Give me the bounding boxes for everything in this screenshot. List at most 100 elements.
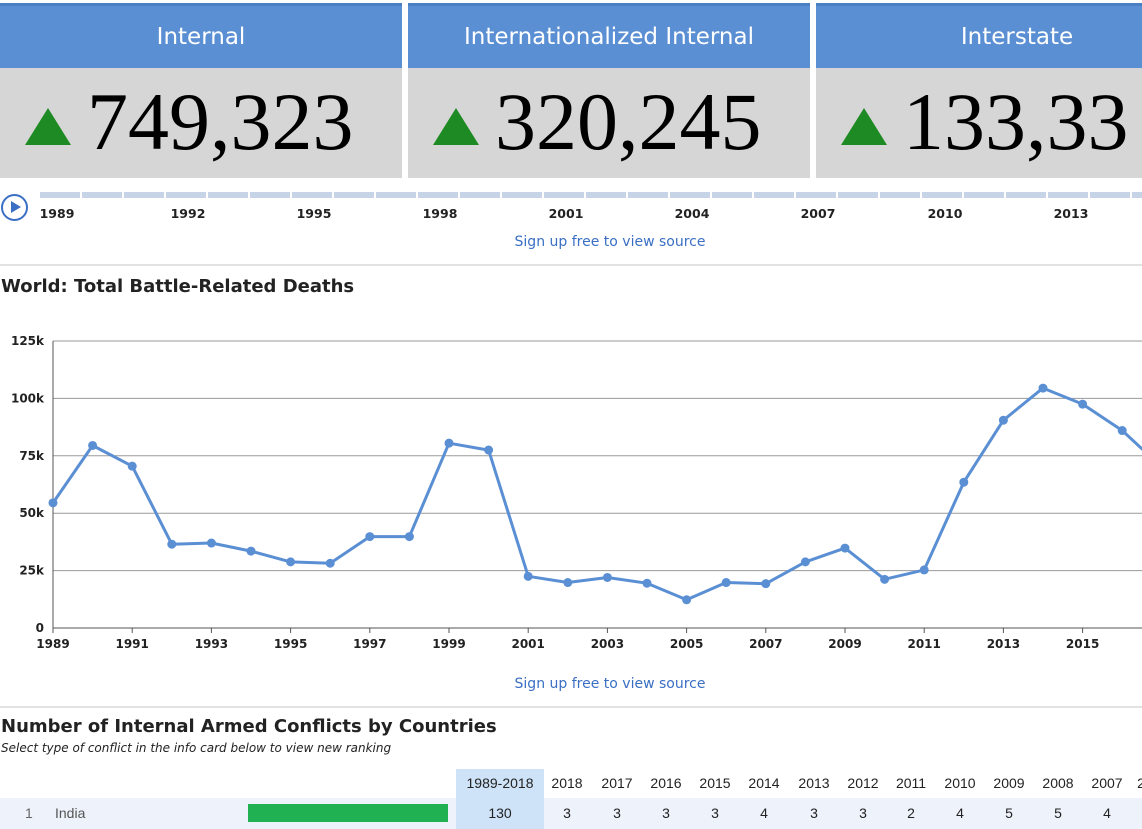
timeline-segment[interactable]: [880, 192, 920, 198]
timeline-segment[interactable]: [670, 192, 710, 198]
timeline-year[interactable]: 2001: [548, 206, 584, 221]
source-link[interactable]: Sign up free to view source: [514, 234, 706, 250]
timeline-segment[interactable]: [418, 192, 458, 198]
timeline-year-labels: 1989 1992 1995 1998 2001 2004 2007 2010 …: [0, 206, 1142, 224]
column-header[interactable]: 2017: [601, 775, 633, 791]
timeline-segment[interactable]: [460, 192, 500, 198]
column-header[interactable]: 2011: [895, 775, 927, 791]
table-cell: 3: [711, 805, 719, 821]
timeline-segment[interactable]: [334, 192, 374, 198]
column-header[interactable]: 2013: [798, 775, 830, 791]
country-name[interactable]: India: [55, 805, 86, 821]
column-header[interactable]: 2016: [650, 775, 682, 791]
timeline-slider[interactable]: [40, 192, 1142, 198]
column-header[interactable]: 2014: [748, 775, 780, 791]
column-header[interactable]: 2010: [944, 775, 976, 791]
data-point: [800, 557, 810, 567]
up-triangle-icon: [25, 108, 71, 145]
stat-card-internationalized-internal[interactable]: Internationalized Internal 320,245: [408, 3, 810, 178]
rank-number: 1: [25, 805, 33, 821]
table-cell: 4: [956, 805, 964, 821]
timeline-segment[interactable]: [250, 192, 290, 198]
timeline-segment[interactable]: [754, 192, 794, 198]
stat-card-interstate[interactable]: Interstate 133,33: [816, 3, 1142, 178]
timeline-segment[interactable]: [208, 192, 248, 198]
table-row[interactable]: 1 India 130 3 3 3 3 4 3 3 2 4 5 5 4: [0, 798, 1142, 829]
data-point: [840, 543, 850, 553]
x-tick-label: 1993: [195, 637, 228, 651]
data-point: [919, 565, 929, 575]
timeline-segment[interactable]: [166, 192, 206, 198]
data-point: [1078, 399, 1088, 409]
data-point: [761, 579, 771, 589]
x-tick-label: 2003: [591, 637, 624, 651]
timeline-segment[interactable]: [544, 192, 584, 198]
timeline-year[interactable]: 2013: [1053, 206, 1089, 221]
stat-card-value: 133,33: [903, 76, 1129, 167]
table-cell: 3: [859, 805, 867, 821]
timeline-segment[interactable]: [1132, 192, 1142, 198]
x-tick-label: 1997: [353, 637, 386, 651]
timeline-year[interactable]: 2007: [800, 206, 836, 221]
timeline-segment[interactable]: [586, 192, 626, 198]
column-header[interactable]: 1989-2018: [466, 775, 534, 791]
timeline-segment[interactable]: [712, 192, 752, 198]
data-point: [127, 461, 137, 471]
timeline-segment[interactable]: [502, 192, 542, 198]
data-point: [563, 578, 573, 588]
column-header[interactable]: 2009: [993, 775, 1025, 791]
stat-card-internal[interactable]: Internal 749,323: [0, 3, 402, 178]
x-tick-label: 2015: [1066, 637, 1099, 651]
data-point: [721, 578, 731, 588]
up-triangle-icon: [841, 108, 887, 145]
data-point: [642, 578, 652, 588]
timeline-segment[interactable]: [838, 192, 878, 198]
timeline-year[interactable]: 1998: [422, 206, 458, 221]
selected-column-highlight: [456, 769, 544, 798]
timeline-segment[interactable]: [376, 192, 416, 198]
column-header[interactable]: 2015: [699, 775, 731, 791]
timeline-segment[interactable]: [82, 192, 122, 198]
ranking-title: Number of Internal Armed Conflicts by Co…: [1, 716, 497, 737]
source-link[interactable]: Sign up free to view source: [514, 676, 706, 692]
x-tick-label: 2013: [987, 637, 1020, 651]
x-tick-label: 2001: [511, 637, 544, 651]
timeline-year[interactable]: 1992: [170, 206, 206, 221]
column-header[interactable]: 2008: [1042, 775, 1074, 791]
column-header[interactable]: 2: [1137, 775, 1142, 791]
data-point: [167, 539, 177, 549]
timeline-segment[interactable]: [124, 192, 164, 198]
timeline-segment[interactable]: [922, 192, 962, 198]
divider: [0, 264, 1142, 266]
y-tick-label: 25k: [19, 564, 45, 578]
column-header[interactable]: 2007: [1091, 775, 1123, 791]
data-point: [1038, 383, 1048, 393]
timeline-segment[interactable]: [1090, 192, 1130, 198]
timeline-year[interactable]: 2010: [927, 206, 963, 221]
data-point: [325, 558, 335, 568]
timeline-segment[interactable]: [796, 192, 836, 198]
timeline-segment[interactable]: [1048, 192, 1088, 198]
timeline-segment[interactable]: [964, 192, 1004, 198]
timeline-segment[interactable]: [1006, 192, 1046, 198]
data-point: [998, 415, 1008, 425]
y-tick-label: 75k: [19, 449, 45, 463]
data-point: [246, 546, 256, 556]
x-tick-label: 2009: [828, 637, 861, 651]
play-circle-icon[interactable]: [1, 194, 28, 221]
data-point: [286, 557, 296, 567]
timeline-year[interactable]: 1989: [39, 206, 75, 221]
rank-bar: [248, 804, 448, 822]
table-cell: 3: [810, 805, 818, 821]
timeline-segment[interactable]: [292, 192, 332, 198]
table-cell: 4: [760, 805, 768, 821]
timeline-segment[interactable]: [628, 192, 668, 198]
timeline-year[interactable]: 1995: [296, 206, 332, 221]
data-point: [880, 574, 890, 584]
column-header[interactable]: 2012: [847, 775, 879, 791]
timeline-segment[interactable]: [40, 192, 80, 198]
timeline-year[interactable]: 2004: [674, 206, 710, 221]
table-cell: 3: [563, 805, 571, 821]
x-tick-label: 1989: [36, 637, 69, 651]
column-header[interactable]: 2018: [551, 775, 583, 791]
